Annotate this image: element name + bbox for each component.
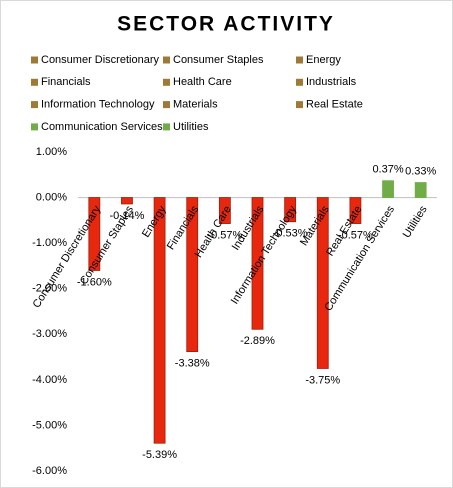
y-tick-label: -1.00% [32, 237, 67, 249]
bar [186, 197, 199, 353]
bar [382, 180, 394, 198]
data-label: -0.57% [207, 229, 242, 241]
data-label: -1.60% [77, 276, 112, 288]
legend-marker [31, 56, 38, 64]
bar [153, 197, 166, 444]
chart-title: SECTOR ACTIVITY [117, 13, 335, 36]
legend-label: Materials [173, 99, 218, 111]
legend-marker [31, 123, 38, 131]
legend-label: Consumer Discretionary [41, 54, 159, 66]
legend-marker [296, 56, 303, 64]
bar [121, 197, 133, 205]
legend-marker [31, 78, 38, 86]
data-label: -0.57% [338, 229, 373, 241]
legend-label: Industrials [306, 76, 357, 88]
y-tick-label: -6.00% [32, 465, 67, 477]
legend-label: Communication Services [41, 121, 163, 133]
bar [349, 197, 362, 224]
legend-marker [163, 123, 170, 131]
legend-label: Information Technology [41, 99, 155, 111]
legend-marker [296, 78, 303, 86]
bar [251, 197, 264, 330]
legend-label: Consumer Staples [173, 54, 264, 66]
legend-label: Utilities [173, 121, 209, 133]
legend-marker [163, 78, 170, 86]
y-tick-label: -5.00% [32, 419, 67, 431]
legend-marker [163, 56, 170, 64]
y-tick-label: -4.00% [32, 374, 67, 386]
data-label: -0.53% [273, 228, 308, 240]
data-label: -3.75% [305, 374, 340, 386]
data-label: -3.38% [175, 358, 210, 370]
legend-label: Energy [306, 54, 341, 66]
y-tick-label: 1.00% [36, 146, 67, 158]
data-label: 0.33% [405, 165, 436, 177]
data-label: -2.89% [240, 335, 275, 347]
legend-label: Real Estate [306, 99, 363, 111]
legend-marker [163, 101, 170, 109]
data-label: -0.14% [110, 210, 145, 222]
legend-marker [31, 101, 38, 109]
bar [414, 182, 427, 198]
bar [218, 197, 231, 224]
y-tick-label: -3.00% [32, 328, 67, 340]
y-tick-label: -2.00% [32, 283, 67, 295]
legend-label: Financials [41, 76, 91, 88]
bar [88, 197, 101, 271]
legend-marker [296, 101, 303, 109]
bar [316, 197, 329, 369]
legend-label: Health Care [173, 76, 232, 88]
data-label: 0.37% [372, 164, 403, 176]
data-label: -5.39% [142, 449, 177, 461]
bar [284, 197, 297, 223]
y-tick-label: 0.00% [36, 191, 67, 203]
